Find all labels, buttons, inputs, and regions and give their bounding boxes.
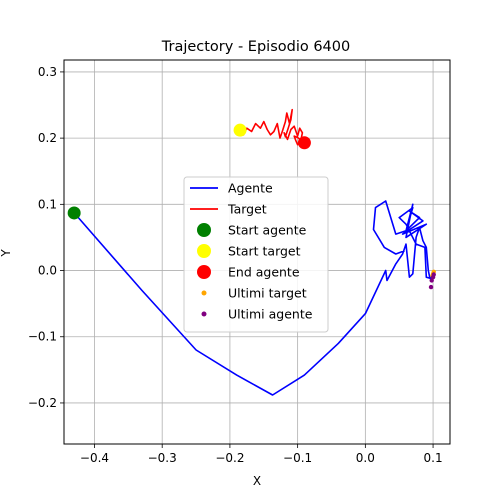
plot-frame [63, 59, 451, 445]
x-tick-label: 0.1 [424, 451, 443, 465]
x-tick-label: −0.4 [80, 451, 109, 465]
legend-label-ultimi-agente: Ultimi agente [228, 307, 313, 322]
y-tick-label: −0.1 [28, 330, 57, 344]
x-tick-label: 0.0 [356, 451, 375, 465]
legend-box [183, 176, 329, 333]
x-tick-label: −0.1 [283, 451, 312, 465]
legend-label-ultimi-target: Ultimi target [228, 286, 307, 301]
point-ultimi-agente [429, 278, 434, 283]
y-tick-label: 0.3 [38, 65, 57, 79]
point-end-agente [297, 136, 311, 150]
points-layer [67, 123, 436, 290]
legend-label-start-target: Start target [228, 244, 301, 259]
point-start-agente [67, 206, 81, 220]
legend-swatch-start-target [197, 244, 211, 258]
x-axis-ticks: −0.4 −0.3 −0.2 −0.1 0.0 0.1 [80, 444, 443, 465]
y-tick-label: 0.1 [38, 197, 57, 211]
legend-swatch-ultimi-target [201, 290, 207, 296]
legend-label-end-agente: End agente [228, 265, 300, 280]
point-ultimi-agente [428, 284, 434, 290]
legend-swatch-end-agente [197, 265, 211, 279]
legend-label-agente: Agente [228, 181, 273, 196]
x-axis-label: X [253, 474, 261, 488]
point-ultimi-agente [431, 272, 436, 277]
chart-title: Trajectory - Episodio 6400 [161, 39, 350, 55]
x-tick-label: −0.2 [215, 451, 244, 465]
y-axis-label: Y [0, 249, 13, 258]
legend-label-target: Target [227, 202, 267, 217]
y-tick-label: 0.2 [38, 131, 57, 145]
legend-swatch-start-agente [197, 223, 211, 237]
series-line-target [239, 108, 308, 146]
legend: Agente Target Start agente Start target End … [183, 176, 329, 333]
legend-swatch-ultimi-agente [201, 311, 207, 317]
x-tick-label: −0.3 [148, 451, 177, 465]
y-axis-ticks: −0.2 −0.1 0.0 0.1 0.2 0.3 [28, 65, 64, 410]
legend-label-start-agente: Start agente [228, 223, 307, 238]
point-start-target [233, 123, 247, 137]
y-tick-label: −0.2 [28, 396, 57, 410]
y-tick-label: 0.0 [38, 264, 57, 278]
